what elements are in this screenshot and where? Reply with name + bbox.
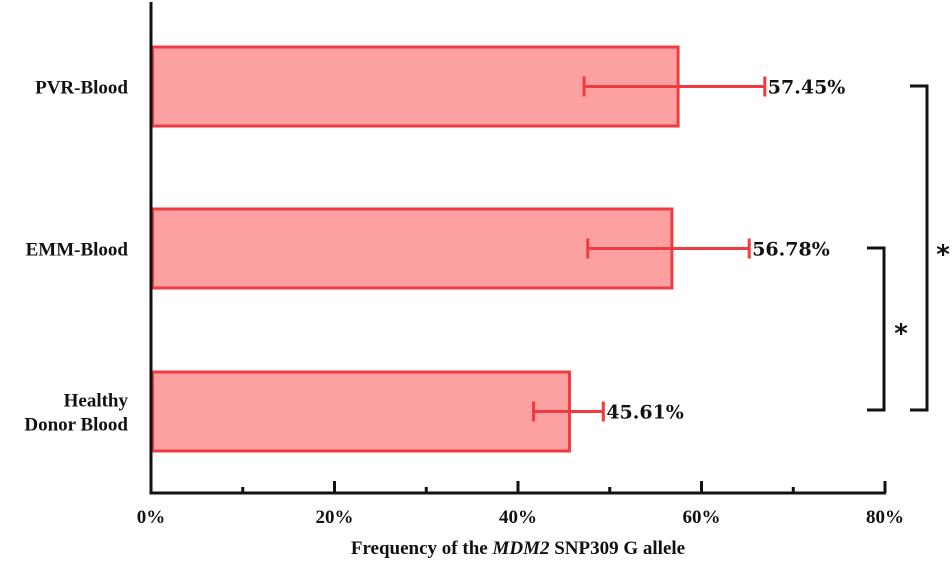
x-tick-label: 0% [137,507,166,528]
error-bar [532,401,605,422]
value-label: 45.61% [606,402,684,424]
significance-group: ** [867,84,950,412]
error-bar [586,238,751,259]
error-bar [582,76,767,97]
x-tick-labels-group: 0% 20% 40% 60% 80% [137,507,904,528]
value-label: 57.45% [768,77,846,99]
category-labels-group: PVR-Blood EMM-Blood Healthy Donor Blood [24,78,128,436]
category-label: EMM-Blood [26,240,129,261]
significance-bracket: * [910,84,950,412]
x-tick-label: 20% [316,507,354,528]
x-axis-title: Frequency of the MDM2 SNP309 G allele [351,538,685,559]
x-ticks-group [241,481,887,493]
bar-healthy-donor-blood [151,370,571,453]
bar-emm-blood [151,207,674,290]
category-label: Healthy Donor Blood [24,391,128,436]
x-tick-label: 40% [499,507,537,528]
category-label: PVR-Blood [35,78,128,99]
x-tick-label: 60% [683,507,721,528]
value-labels-group: 57.45% 56.78% 45.61% [606,77,845,424]
significance-star: * [894,319,908,349]
error-bars-group [532,76,767,422]
value-label: 56.78% [752,239,830,261]
significance-star: * [936,240,950,270]
bars-group [151,45,680,453]
x-tick-label: 80% [866,507,904,528]
significance-bracket: * [867,246,908,412]
